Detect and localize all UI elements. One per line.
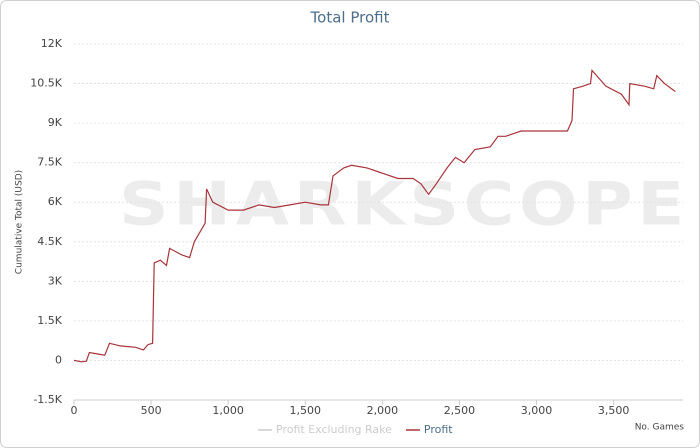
y-tick-label: -1.5K: [33, 393, 62, 406]
x-tick-label: 2,500: [444, 404, 476, 417]
y-axis-label: Cumulative Total (USD): [15, 170, 25, 274]
series-line: [73, 68, 676, 363]
y-tick-label: 1.5K: [37, 314, 62, 327]
x-axis-label: No. Games: [635, 423, 685, 433]
y-tick-label: 12K: [41, 37, 63, 50]
y-tick-label: 10.5K: [30, 77, 62, 90]
legend-label[interactable]: Profit Excluding Rake: [276, 423, 392, 436]
y-tick-label: 0: [55, 353, 62, 366]
y-tick-label: 7.5K: [37, 156, 62, 169]
x-tick-label: 1,500: [290, 404, 322, 417]
y-tick-label: 9K: [48, 116, 63, 129]
y-tick-label: 3K: [48, 274, 63, 287]
x-tick-label: 3,500: [598, 404, 630, 417]
x-tick-label: 3,000: [521, 404, 553, 417]
x-tick-label: 0: [71, 404, 78, 417]
x-tick-label: 500: [141, 404, 162, 417]
y-tick-label: 6K: [48, 195, 63, 208]
y-tick-label: 4.5K: [37, 235, 62, 248]
x-tick-label: 1,000: [212, 404, 244, 417]
watermark: SHARKSCOPE: [119, 170, 689, 240]
x-tick-label: 2,000: [367, 404, 399, 417]
legend-label[interactable]: Profit: [424, 423, 453, 436]
chart-title: Total Profit: [310, 9, 390, 27]
